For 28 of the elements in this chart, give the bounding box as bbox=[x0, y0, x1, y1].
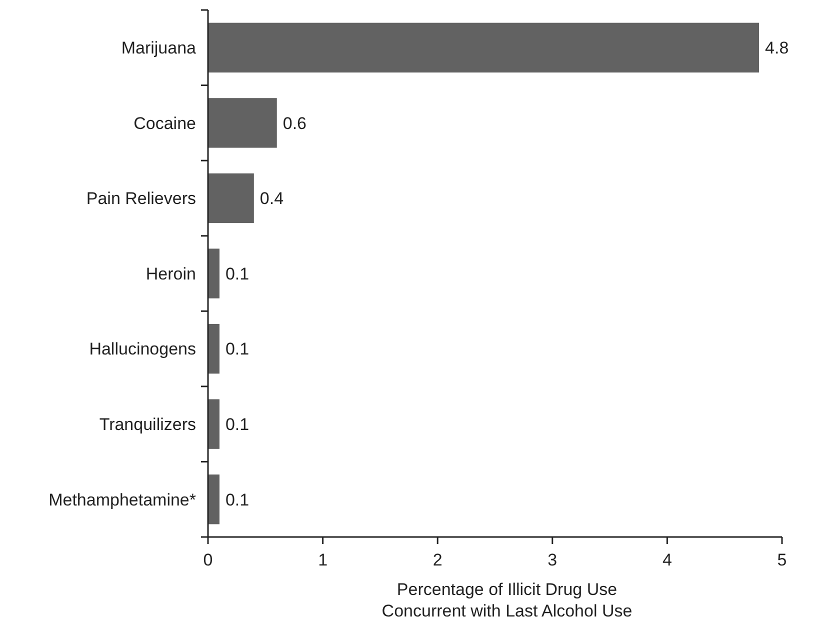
y-tick-label: Heroin bbox=[146, 264, 196, 284]
data-label: 0.1 bbox=[225, 415, 250, 434]
y-tick-label: Tranquilizers bbox=[99, 415, 196, 434]
x-axis-title: Percentage of Illicit Drug Use Concurrent with Last Alcohol Use bbox=[382, 580, 632, 620]
data-label: 0.1 bbox=[225, 264, 250, 284]
x-tick-label: 0 bbox=[203, 550, 213, 570]
bar bbox=[208, 248, 220, 298]
x-tick-label: 3 bbox=[548, 550, 558, 570]
data-label: 0.1 bbox=[225, 340, 250, 359]
bar bbox=[208, 474, 220, 524]
data-label: 4.8 bbox=[765, 38, 789, 58]
bar bbox=[208, 173, 254, 224]
x-tick-label: 4 bbox=[662, 550, 672, 570]
x-tick-label: 2 bbox=[432, 550, 442, 570]
y-tick-label: Methamphetamine* bbox=[48, 490, 196, 510]
y-tick-label: Cocaine bbox=[134, 114, 196, 133]
bar bbox=[208, 22, 760, 72]
y-tick-label: Hallucinogens bbox=[89, 340, 196, 359]
x-tick-label: 1 bbox=[318, 550, 328, 570]
y-tick-label: Pain Relievers bbox=[86, 189, 196, 208]
y-tick-label: Marijuana bbox=[121, 38, 197, 58]
data-label: 0.4 bbox=[260, 189, 284, 208]
bar bbox=[208, 98, 277, 148]
bar bbox=[208, 399, 220, 449]
data-label: 0.1 bbox=[225, 490, 250, 510]
data-label: 0.6 bbox=[282, 114, 307, 133]
bar bbox=[208, 324, 220, 374]
x-tick-label: 5 bbox=[777, 550, 787, 570]
